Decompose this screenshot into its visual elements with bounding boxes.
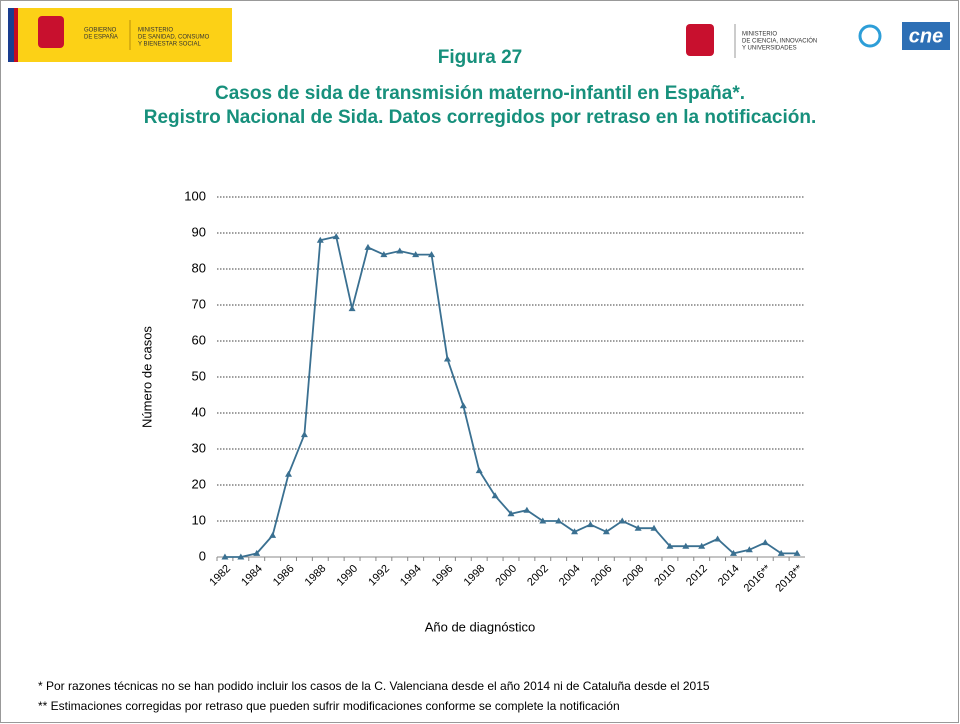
y-tick-label: 70: [192, 296, 206, 311]
data-point: [666, 542, 674, 549]
y-tick-label: 30: [192, 440, 206, 455]
data-point: [253, 549, 261, 556]
data-point: [269, 531, 277, 538]
data-point: [348, 305, 356, 312]
data-point: [618, 517, 626, 524]
y-tick-label: 90: [192, 224, 206, 239]
data-point: [523, 506, 531, 513]
footnote: ** Estimaciones corregidas por retraso q…: [38, 699, 620, 713]
data-point: [396, 247, 404, 254]
data-point: [698, 542, 706, 549]
data-point: [316, 236, 324, 243]
flag-stripe: [14, 8, 18, 62]
data-point: [380, 251, 388, 258]
data-point: [634, 524, 642, 531]
logo-text: MINISTERIO: [742, 32, 777, 38]
data-point: [475, 467, 483, 474]
data-point: [221, 553, 229, 560]
data-point: [237, 553, 245, 560]
chart-subtitle: Casos de sida de transmisión materno-inf…: [215, 83, 745, 104]
y-tick-label: 10: [192, 512, 206, 527]
data-point: [412, 251, 420, 258]
data-point: [443, 355, 451, 362]
data-point: [682, 542, 690, 549]
eu-flag: [8, 8, 16, 62]
data-point: [602, 528, 610, 535]
coat-of-arms: [686, 24, 714, 56]
chart-title: Figura 27: [438, 47, 522, 68]
data-point: [745, 546, 753, 553]
data-point: [507, 510, 515, 517]
data-point: [729, 549, 737, 556]
y-tick-label: 60: [192, 332, 206, 347]
data-point: [761, 539, 769, 546]
y-tick-label: 40: [192, 404, 206, 419]
data-point: [300, 431, 308, 438]
logo-text: DE SANIDAD, CONSUMO: [138, 35, 210, 41]
data-point: [539, 517, 547, 524]
footnote: * Por razones técnicas no se han podido …: [38, 679, 710, 693]
x-axis-label: Año de diagnóstico: [425, 619, 536, 634]
logo-text: GOBIERNO: [84, 28, 117, 34]
cne-text: cne: [909, 25, 943, 47]
coat-of-arms: [38, 16, 64, 48]
cne-logo: [902, 22, 950, 50]
data-point: [285, 470, 293, 477]
logo-text: Y BIENESTAR SOCIAL: [138, 42, 201, 48]
data-point: [714, 535, 722, 542]
data-point: [491, 492, 499, 499]
data-point: [777, 549, 785, 556]
data-point: [555, 517, 563, 524]
logo-text: MINISTERIO: [138, 28, 173, 34]
data-point: [364, 243, 372, 250]
y-tick-label: 20: [192, 476, 206, 491]
isciii-logo: [858, 24, 882, 48]
data-point: [650, 524, 658, 531]
y-tick-label: 0: [199, 548, 206, 563]
data-point: [428, 251, 436, 258]
y-tick-label: 100: [184, 188, 206, 203]
data-point: [571, 528, 579, 535]
data-point: [332, 233, 340, 240]
y-axis-label: Número de casos: [139, 326, 154, 428]
data-point: [793, 549, 801, 556]
data-point: [586, 521, 594, 528]
logo-text: DE CIENCIA, INNOVACIÓN: [742, 38, 817, 45]
logo-text: DE ESPAÑA: [84, 34, 118, 41]
y-tick-label: 50: [192, 368, 206, 383]
data-point: [459, 402, 467, 409]
y-tick-label: 80: [192, 260, 206, 275]
chart-subtitle: Registro Nacional de Sida. Datos corregi…: [144, 107, 817, 128]
logo-text: Y UNIVERSIDADES: [742, 46, 797, 52]
